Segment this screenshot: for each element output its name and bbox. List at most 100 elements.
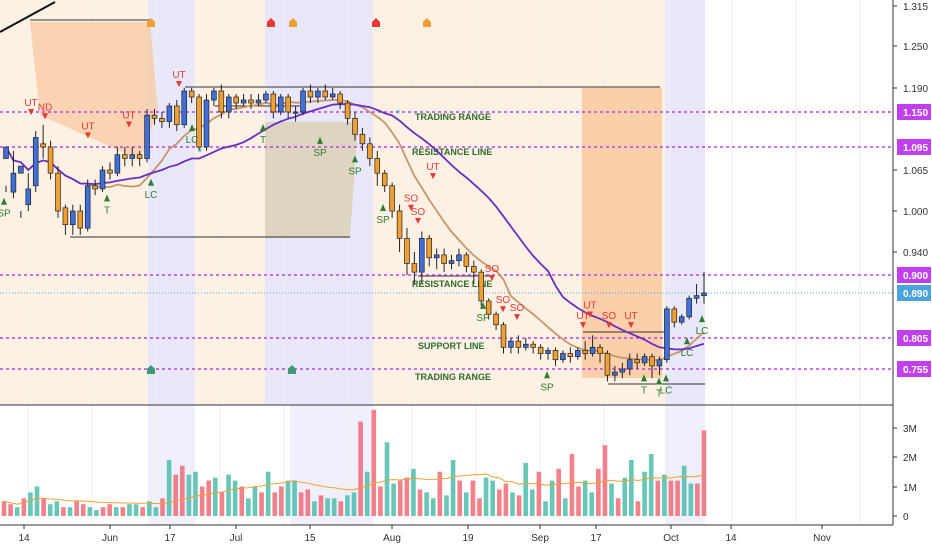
candle-body [144, 114, 150, 159]
price-tick-label: 0.805 [903, 334, 928, 345]
volume-bar [54, 501, 60, 516]
volume-bar [298, 492, 304, 516]
volume-bar [358, 421, 363, 516]
volume-bar [556, 468, 562, 516]
signal-marker: T [104, 194, 110, 217]
signal-marker: UT [172, 70, 186, 87]
signal-marker: T [656, 377, 662, 400]
volume-bar [8, 504, 13, 516]
signal-marker: LC [681, 337, 694, 359]
candle-body [300, 90, 306, 113]
price-tag-background [897, 139, 931, 155]
time-tick-label: 19 [462, 533, 474, 544]
signal-label: LC [696, 326, 709, 337]
volume-bar [629, 459, 634, 516]
signal-arrow-up [148, 178, 154, 186]
price-tick-label: 1.000 [903, 207, 928, 218]
volume-bar [14, 507, 20, 516]
volume-bar [615, 498, 621, 516]
volume-bar [662, 474, 667, 516]
volume-bar [444, 495, 449, 516]
volume-bar [246, 498, 251, 516]
candle-body [107, 169, 113, 174]
price-tick-label: 1.190 [903, 84, 928, 95]
volume-bar [510, 492, 515, 516]
volume-bar [563, 498, 568, 516]
signal-label: LC [681, 348, 694, 359]
volume-bar [576, 486, 581, 516]
volume-tick-label: 2M [903, 453, 917, 464]
volume-bar [213, 477, 218, 516]
time-tick-label: 14 [725, 533, 737, 544]
volume-bar [120, 507, 126, 516]
volume-bar [582, 480, 588, 516]
volume-tick-label: 3M [903, 424, 917, 435]
signal-marker: SO [411, 207, 425, 224]
signal-marker: SO [510, 303, 524, 321]
signal-label: UT [624, 311, 637, 322]
candle-body [84, 185, 91, 229]
volume-bar [463, 492, 469, 516]
signal-marker: SP [476, 301, 490, 324]
volume-bar [265, 471, 271, 516]
volume-bar [1, 501, 7, 516]
signal-arrow-up [480, 301, 486, 309]
candle-body [203, 99, 210, 148]
volume-bar [166, 459, 172, 516]
candle-body [226, 96, 232, 113]
volume-bar [543, 501, 548, 516]
volume-bar [424, 492, 429, 516]
volume-bar [133, 504, 139, 516]
candle-body [122, 154, 128, 159]
signal-arrow-up [699, 315, 705, 323]
signal-marker: SO [602, 311, 616, 329]
signal-label: UT [426, 162, 439, 173]
candle-body [99, 169, 106, 190]
volume-bar [681, 465, 687, 516]
candle-body [292, 111, 299, 114]
shade-band [665, 0, 705, 405]
volume-bar [232, 480, 238, 516]
signal-arrow-up [260, 124, 266, 132]
candle-body [240, 99, 247, 104]
time-tick-label: 15 [304, 533, 316, 544]
volume-bar [252, 486, 258, 516]
volume-tick-label: 1M [903, 483, 917, 494]
volume-bar [483, 477, 489, 516]
candle-body [367, 143, 373, 159]
candle-body [136, 154, 143, 159]
trend-line-drawing[interactable] [0, 1, 56, 33]
volume-average [3, 473, 705, 505]
signal-marker: UT [583, 301, 597, 318]
candle-body [701, 292, 707, 296]
signal-arrow-down [606, 322, 612, 329]
volume-bar [272, 492, 278, 516]
candle-body [404, 237, 410, 264]
signal-label: SP [476, 313, 490, 324]
volume-bar [74, 501, 79, 516]
volume-bar [87, 507, 93, 516]
level-label: TRADING RANGE [415, 112, 491, 122]
volume-bar [80, 504, 86, 516]
volume-bar [384, 442, 390, 516]
signal-marker: SO [404, 194, 418, 211]
candle-body [181, 90, 187, 126]
level-label: TRADING RANGE [415, 372, 491, 382]
signal-marker: UT [24, 98, 38, 115]
volume-bar [397, 480, 403, 516]
candle-body [92, 185, 98, 190]
volume-bar [378, 486, 383, 516]
time-tick-label: Aug [383, 533, 401, 544]
volume-bar [695, 483, 700, 516]
candle-body [396, 210, 403, 239]
candle-body [493, 313, 499, 326]
volume-bar [206, 480, 212, 516]
signal-label: T [641, 385, 647, 396]
volume-bar [338, 501, 344, 516]
level-label: RESISTANCE LINE [412, 147, 492, 157]
volume-bar [199, 486, 205, 516]
volume-bar [589, 492, 595, 516]
volume-bar [325, 498, 330, 516]
